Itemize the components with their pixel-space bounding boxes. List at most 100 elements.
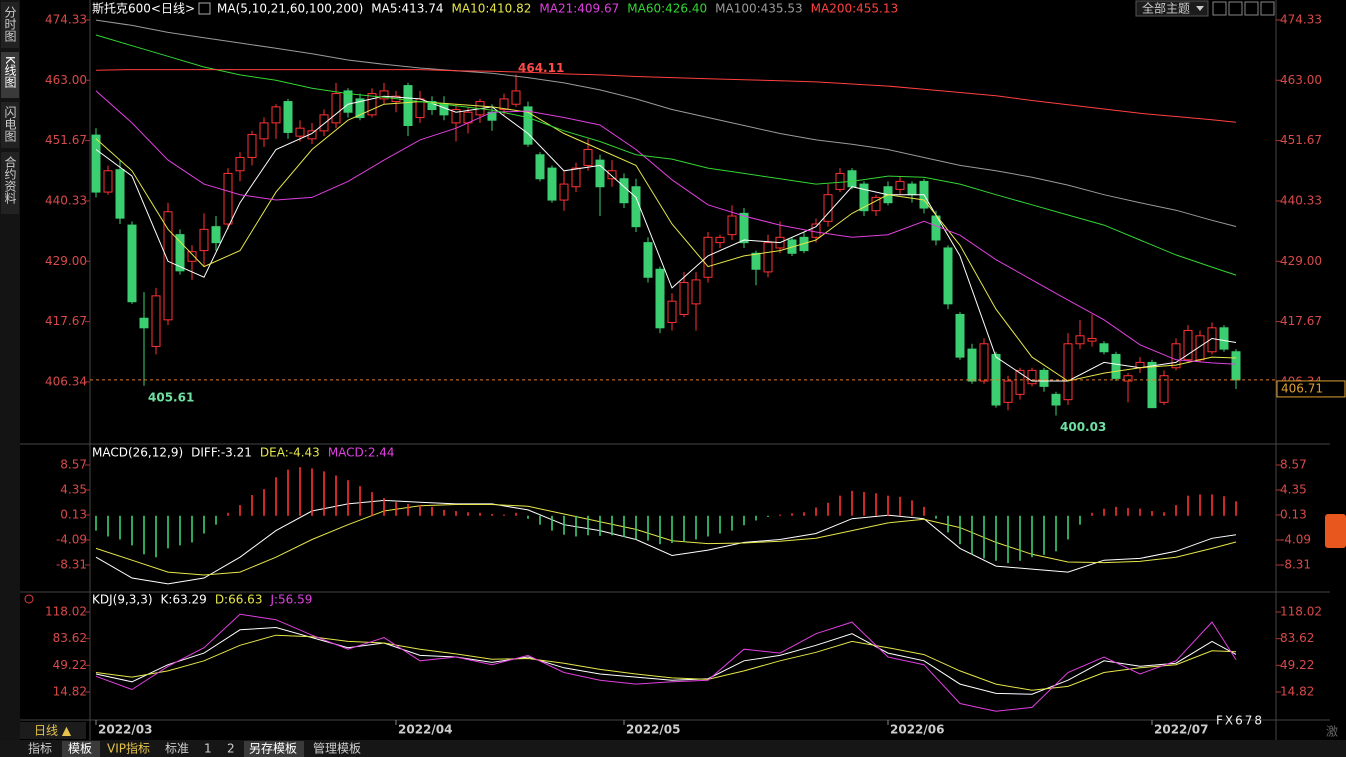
indicator-line <box>95 90 1237 365</box>
sidebar-tab[interactable] <box>1 52 19 98</box>
theme-button-label[interactable]: 全部主题 <box>1142 1 1190 16</box>
candle-body <box>1027 369 1037 385</box>
x-tick-label: 2022/04 <box>398 723 452 737</box>
candle-body <box>1123 375 1133 382</box>
sidebar-tab[interactable] <box>1 102 19 148</box>
indicator-line <box>95 19 1237 227</box>
candle-body <box>607 170 617 180</box>
candle-body <box>151 295 161 347</box>
indicator-line <box>95 499 1237 585</box>
watermark: FX678 <box>1216 714 1264 728</box>
sidebar-tab[interactable] <box>1 2 19 48</box>
candle-body <box>595 159 605 188</box>
sidebar-label[interactable]: 合约资料 <box>3 155 17 204</box>
tool-icon[interactable] <box>1260 1 1275 16</box>
y-tick-label: 4.35 <box>60 483 87 497</box>
candle-body <box>499 98 509 111</box>
candle-body <box>535 154 545 180</box>
x-tick-label: 2022/03 <box>98 723 152 737</box>
tool-icon[interactable] <box>1244 1 1259 16</box>
candle-body <box>295 127 305 137</box>
y-tick-label-right: 14.82 <box>1280 684 1314 698</box>
candle-body <box>967 348 977 382</box>
candle-body <box>271 106 281 124</box>
legend-text: MACD:2.44 <box>328 446 395 460</box>
tab-bar <box>0 740 1346 757</box>
y-tick-label: -4.09 <box>56 533 87 547</box>
candle-body <box>1051 393 1061 406</box>
candle-body <box>91 134 101 193</box>
side-logo[interactable] <box>1325 514 1346 548</box>
candle-body <box>583 148 593 166</box>
period-button[interactable] <box>20 722 86 739</box>
tab[interactable]: 1 <box>204 742 212 756</box>
tab[interactable]: 标准 <box>165 742 189 756</box>
candle-body <box>163 211 173 321</box>
indicator-line <box>95 634 1237 691</box>
candle-body <box>1183 329 1193 361</box>
sidebar-label[interactable]: K线图 <box>3 56 17 88</box>
legend-text: MA5:413.74 <box>371 2 443 16</box>
tab[interactable]: 管理模板 <box>313 741 361 756</box>
tab[interactable]: 模板 <box>68 742 92 756</box>
candle-body <box>907 183 917 196</box>
sidebar-tab[interactable] <box>1 152 19 214</box>
ma-icon[interactable] <box>198 2 211 15</box>
tool-icon[interactable] <box>1228 1 1243 16</box>
legend-text: MA(5,10,21,60,100,200) <box>217 2 363 16</box>
tab[interactable]: 指标 <box>28 741 52 756</box>
y-tick-label-right: 8.57 <box>1280 458 1307 472</box>
candle-body <box>619 178 629 204</box>
kdj-icon[interactable] <box>24 594 34 604</box>
theme-button[interactable] <box>1135 0 1209 17</box>
y-tick-label-right: 4.35 <box>1280 483 1307 497</box>
tool-icon[interactable] <box>1212 1 1227 16</box>
candle-body <box>871 196 881 212</box>
legend-text: MACD(26,12,9) <box>92 446 183 460</box>
low-label: 405.61 <box>148 390 194 404</box>
legend-text: 斯托克600<日线> <box>92 2 195 16</box>
y-tick-label: 118.02 <box>45 604 87 618</box>
dropdown-arrow[interactable] <box>1196 6 1204 11</box>
y-tick-label: 83.62 <box>53 631 87 645</box>
candle-body <box>979 343 989 382</box>
candle-body <box>1087 337 1097 342</box>
legend-text: MA200:455.13 <box>811 2 899 16</box>
candle-body <box>343 90 353 113</box>
x-tick-label: 2022/06 <box>890 723 944 737</box>
candle-body <box>403 85 413 127</box>
y-tick-label: -8.31 <box>56 558 87 572</box>
tab-bg[interactable] <box>244 741 304 757</box>
candle-body <box>811 223 821 238</box>
tab[interactable]: 2 <box>227 742 235 756</box>
y-tick-label-right: 0.13 <box>1280 508 1307 522</box>
candle-body <box>355 98 365 119</box>
candle-body <box>511 90 521 105</box>
high-label: 464.11 <box>518 61 564 75</box>
sidebar-label[interactable]: 闪电图 <box>3 106 17 142</box>
candle-body <box>451 109 461 124</box>
y-tick-label-right: -8.31 <box>1280 558 1311 572</box>
y-tick-label: 417.67 <box>45 314 87 328</box>
sidebar-label[interactable]: 分时图 <box>3 6 17 42</box>
y-tick-label-right: 49.22 <box>1280 658 1314 672</box>
candle-body <box>247 134 257 158</box>
tab[interactable]: 另存模板 <box>249 742 297 756</box>
candle-body <box>115 169 125 219</box>
candle-body <box>715 236 725 244</box>
candle-body <box>955 314 965 358</box>
x-tick-label: 2022/05 <box>626 723 680 737</box>
candle-body <box>703 236 713 278</box>
candle-body <box>319 114 329 132</box>
indicator-line <box>95 626 1237 695</box>
legend-text: DEA:-4.43 <box>260 446 320 460</box>
y-tick-label: 463.00 <box>45 73 87 87</box>
candle-body <box>1099 343 1109 353</box>
period-label[interactable]: 日线 ▲ <box>34 724 72 738</box>
tab[interactable]: VIP指标 <box>107 741 150 756</box>
tab-bg[interactable] <box>62 741 100 757</box>
candle-body <box>727 215 737 236</box>
candle-body <box>1063 343 1073 401</box>
candle-body <box>439 103 449 116</box>
